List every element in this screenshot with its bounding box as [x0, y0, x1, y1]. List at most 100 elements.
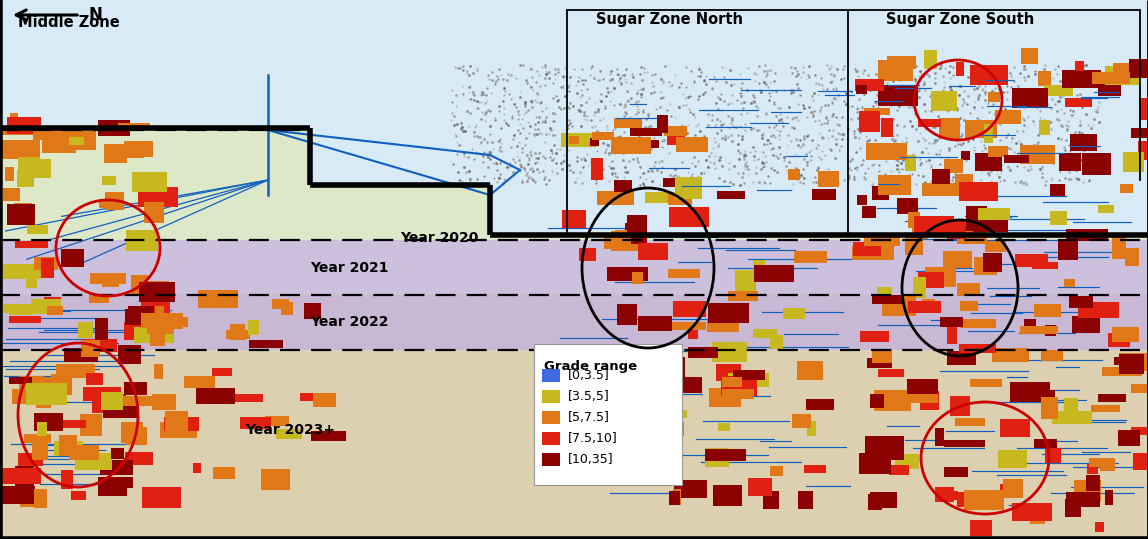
Bar	[922, 183, 961, 196]
Bar	[561, 210, 585, 228]
Bar	[142, 281, 169, 299]
Text: [0,3.5]: [0,3.5]	[568, 369, 610, 382]
Bar	[1065, 98, 1092, 107]
Bar	[67, 130, 95, 150]
Bar	[763, 492, 779, 509]
Bar	[939, 118, 960, 140]
Polygon shape	[0, 128, 1148, 240]
Bar	[100, 199, 108, 209]
Bar	[889, 465, 909, 475]
Bar	[918, 119, 941, 127]
Bar	[7, 204, 36, 225]
Bar	[612, 467, 643, 483]
Bar	[1021, 390, 1055, 400]
Bar	[707, 303, 750, 323]
Bar	[627, 446, 649, 461]
Bar	[985, 241, 1006, 252]
Bar	[164, 417, 199, 431]
Bar	[944, 160, 963, 174]
Bar	[672, 379, 680, 389]
Bar	[41, 139, 76, 153]
Bar	[855, 79, 884, 91]
Bar	[853, 242, 881, 255]
Bar	[1078, 302, 1119, 318]
Bar	[664, 177, 688, 187]
Bar	[1066, 229, 1108, 241]
Bar	[620, 459, 652, 469]
Bar	[856, 85, 868, 94]
Bar	[32, 441, 48, 460]
Bar	[1072, 315, 1100, 333]
Bar	[792, 413, 812, 427]
Text: [5,7.5]: [5,7.5]	[568, 411, 610, 424]
Bar	[960, 183, 998, 202]
Bar	[5, 167, 14, 181]
Bar	[59, 435, 77, 456]
Bar	[604, 237, 631, 248]
Bar	[705, 448, 746, 461]
Bar	[970, 379, 1002, 387]
Bar	[576, 407, 589, 419]
Bar	[2, 147, 26, 158]
Bar	[1015, 254, 1048, 267]
Bar	[131, 275, 148, 294]
Bar	[150, 333, 165, 346]
Bar	[272, 299, 289, 309]
Bar	[185, 376, 216, 388]
Bar	[1052, 411, 1092, 424]
Bar	[42, 391, 51, 401]
Bar	[974, 216, 1008, 232]
Bar	[71, 491, 86, 500]
Bar	[858, 196, 867, 205]
Bar	[1044, 85, 1072, 95]
Text: Year 2021: Year 2021	[310, 260, 388, 274]
Bar	[1039, 120, 1049, 135]
Bar	[917, 272, 944, 288]
Bar	[1123, 152, 1145, 172]
Bar	[1058, 239, 1078, 260]
Bar	[1118, 353, 1148, 371]
Bar	[1086, 475, 1101, 491]
Bar	[667, 130, 685, 145]
Bar	[9, 377, 32, 384]
Bar	[665, 322, 706, 330]
Bar	[124, 382, 147, 395]
Bar	[1118, 430, 1140, 446]
Bar	[103, 406, 139, 418]
Bar	[1000, 419, 1030, 438]
Bar	[121, 423, 144, 443]
Bar	[707, 320, 739, 331]
Bar	[62, 249, 84, 267]
Bar	[1133, 453, 1148, 471]
Bar	[944, 440, 985, 447]
Bar	[3, 188, 21, 202]
Bar	[625, 223, 647, 244]
Bar	[874, 390, 912, 411]
Bar	[877, 287, 892, 299]
Bar	[806, 399, 833, 410]
Bar	[995, 109, 1022, 123]
Bar	[0, 240, 1148, 295]
Bar	[3, 304, 39, 313]
Bar	[160, 422, 197, 438]
Bar	[944, 251, 971, 268]
Bar	[312, 392, 336, 407]
Bar	[90, 273, 126, 285]
Bar	[1131, 128, 1148, 139]
Text: Sugar Zone North: Sugar Zone North	[597, 12, 744, 27]
Bar	[735, 270, 757, 291]
Bar	[674, 301, 706, 317]
Bar	[211, 368, 232, 376]
Bar	[75, 453, 113, 469]
Bar	[1003, 155, 1029, 163]
Bar	[614, 119, 642, 128]
Bar	[637, 413, 652, 425]
Bar	[882, 295, 916, 316]
Bar	[1038, 71, 1052, 86]
Bar	[139, 282, 174, 302]
Bar	[1104, 66, 1139, 85]
Bar	[23, 377, 62, 397]
Bar	[783, 308, 805, 320]
Bar	[56, 364, 95, 378]
Bar	[69, 137, 84, 145]
